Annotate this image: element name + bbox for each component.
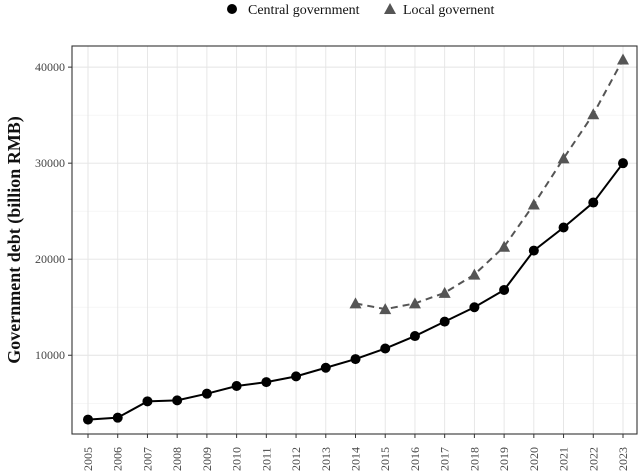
x-tick-label: 2016 xyxy=(408,447,422,471)
data-point-central xyxy=(112,412,123,423)
data-point-central xyxy=(499,284,510,295)
data-point-local xyxy=(498,240,511,252)
x-tick-label: 2006 xyxy=(111,447,125,471)
data-point-local xyxy=(408,297,421,309)
data-point-central xyxy=(618,158,628,169)
data-point-central xyxy=(231,380,242,391)
x-tick-label: 2017 xyxy=(438,447,452,471)
data-point-local xyxy=(557,152,570,164)
data-point-central xyxy=(350,354,361,365)
data-point-central xyxy=(409,331,420,342)
legend-marker-central xyxy=(227,4,237,14)
data-point-central xyxy=(142,396,153,407)
data-point-local xyxy=(587,108,600,120)
gridlines xyxy=(72,46,637,434)
axes: 10000 20000 30000 40000 2005 2006 2007 2008 2009… xyxy=(35,60,630,471)
data-point-local xyxy=(468,268,481,280)
y-tick-label: 10000 xyxy=(35,348,65,362)
plot-background xyxy=(72,46,637,434)
legend: Central government Local governent xyxy=(227,3,494,18)
x-tick-label: 2005 xyxy=(81,447,95,471)
data-point-local xyxy=(527,198,540,210)
x-tick-label: 2011 xyxy=(259,447,273,471)
y-tick-label: 20000 xyxy=(35,252,65,266)
x-tick-label: 2015 xyxy=(378,447,392,471)
legend-label-central: Central government xyxy=(248,3,360,18)
x-tick-label: 2007 xyxy=(140,447,154,471)
x-tick-label: 2008 xyxy=(170,447,184,471)
data-point-local xyxy=(438,286,451,298)
y-axis-label: Government debt (billion RMB) xyxy=(4,116,25,364)
data-point-central xyxy=(528,245,539,256)
series-layer xyxy=(83,53,629,425)
x-tick-label: 2023 xyxy=(616,447,630,471)
legend-item-central[interactable]: Central government xyxy=(227,3,360,18)
x-tick-label: 2018 xyxy=(467,447,481,471)
series-line-local xyxy=(355,58,624,311)
data-point-central xyxy=(588,197,599,208)
x-tick-label: 2014 xyxy=(349,447,363,471)
plot-border xyxy=(71,45,638,435)
data-point-central xyxy=(261,377,272,388)
data-point-local xyxy=(349,297,362,309)
y-tick-label: 40000 xyxy=(35,60,65,74)
y-tick-label: 30000 xyxy=(35,156,65,170)
x-tick-label: 2013 xyxy=(319,447,333,471)
x-tick-label: 2019 xyxy=(497,447,511,471)
x-tick-label: 2021 xyxy=(557,447,571,471)
data-point-central xyxy=(201,388,212,399)
data-point-central xyxy=(291,371,302,382)
legend-label-local: Local governent xyxy=(403,3,494,18)
x-tick-label: 2010 xyxy=(230,447,244,471)
data-point-central xyxy=(469,302,480,313)
data-point-local xyxy=(617,53,629,65)
data-point-central xyxy=(320,362,331,373)
data-point-central xyxy=(439,316,450,327)
x-tick-label: 2012 xyxy=(289,447,303,471)
legend-marker-local xyxy=(384,3,396,14)
data-point-central xyxy=(172,395,183,406)
data-point-central xyxy=(558,222,569,233)
x-tick-label: 2009 xyxy=(200,447,214,471)
data-point-local xyxy=(379,303,392,315)
data-point-central xyxy=(380,343,391,354)
legend-item-local[interactable]: Local governent xyxy=(384,3,494,18)
x-tick-label: 2022 xyxy=(586,447,600,471)
x-tick-label: 2020 xyxy=(527,447,541,471)
data-point-central xyxy=(83,414,93,425)
